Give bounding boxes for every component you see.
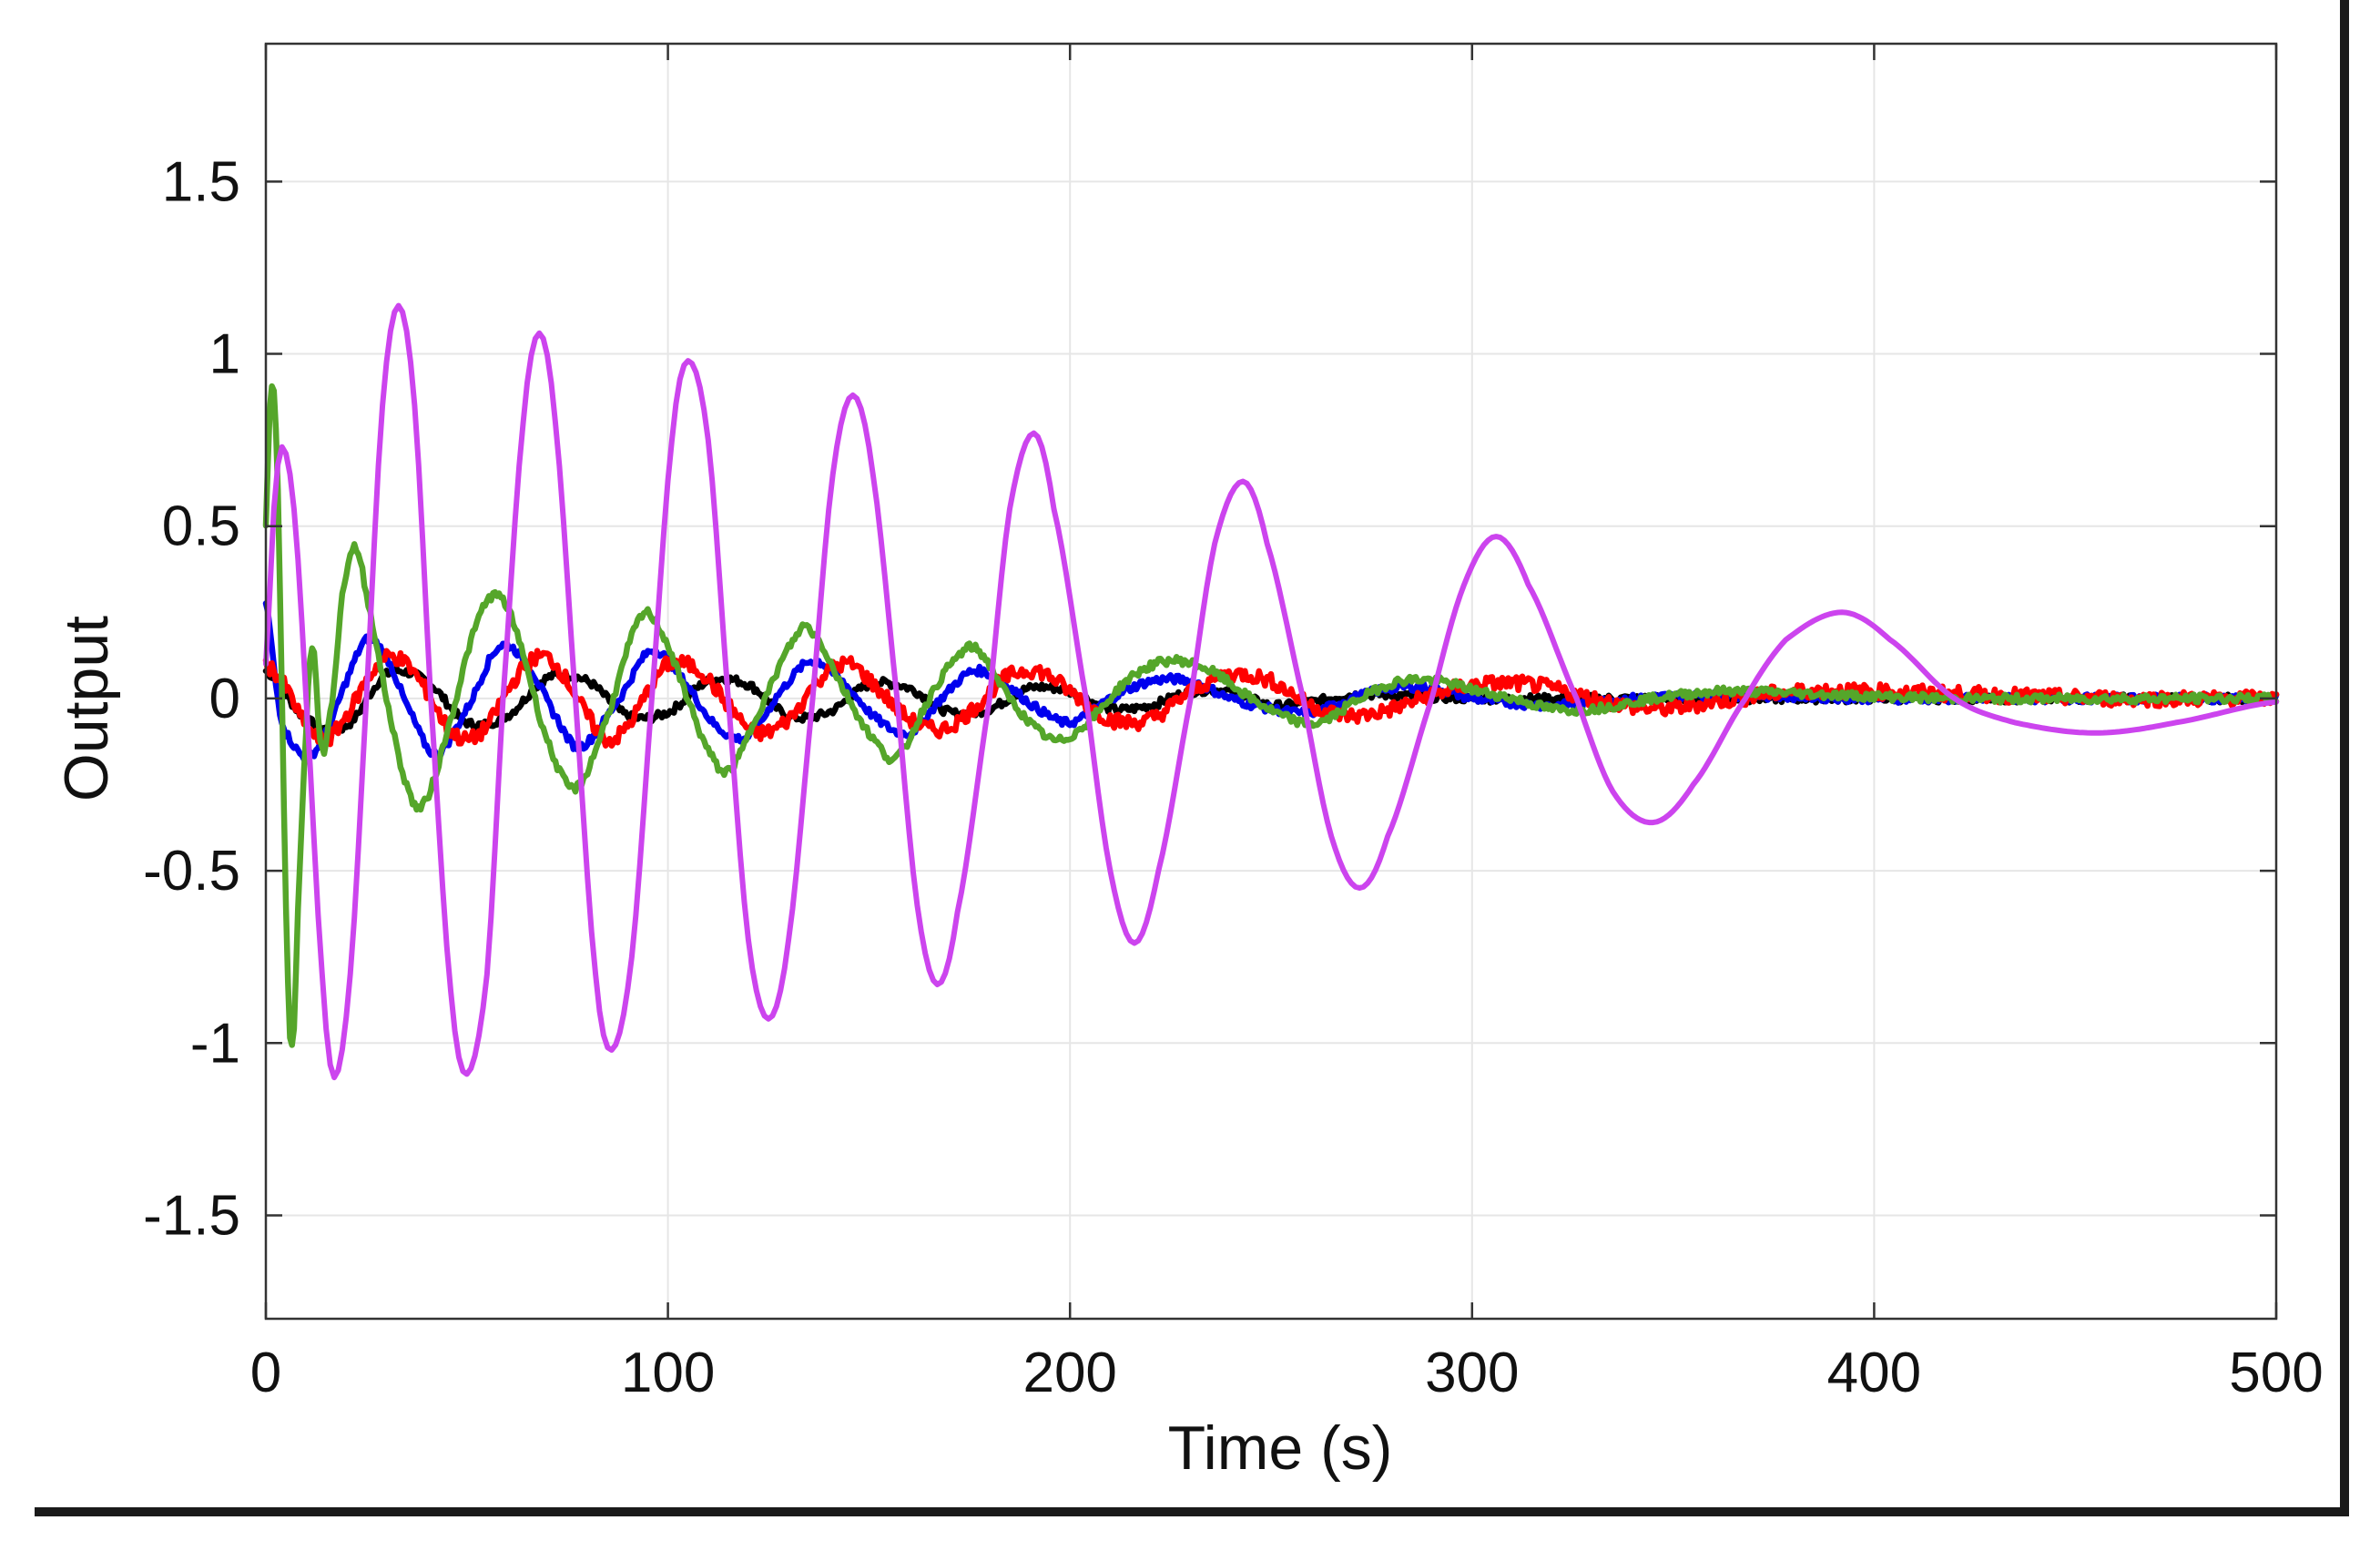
x-tick-label: 400: [1827, 1342, 1921, 1404]
x-tick-label: 100: [621, 1342, 715, 1404]
x-tick-label: 300: [1425, 1342, 1519, 1404]
series-lines: [262, 302, 2280, 1081]
series-line-magenta: [263, 302, 2279, 1081]
y-axis-label: Output: [52, 616, 121, 801]
x-axis-label: Time (s): [1168, 1413, 1393, 1483]
y-tick-label: 1.5: [162, 150, 240, 213]
y-tick-label: 0.5: [162, 495, 240, 558]
y-tick-label: -1.5: [143, 1184, 240, 1247]
y-tick-label: -0.5: [143, 840, 240, 903]
y-tick-label: 1: [209, 323, 240, 386]
plot-area-frame: [264, 42, 2278, 1321]
axis-ticks: 0 100 200 300 400 500 1.5 1 0.5 0 -0.5 -1 -1.5: [143, 44, 2324, 1404]
x-tick-label: 200: [1022, 1342, 1116, 1404]
y-tick-label: -1: [190, 1012, 240, 1075]
y-tick-label: 0: [209, 668, 240, 730]
x-tick-label: 0: [250, 1342, 281, 1404]
x-tick-label: 500: [2229, 1342, 2323, 1404]
series-line-green: [262, 383, 2280, 1048]
